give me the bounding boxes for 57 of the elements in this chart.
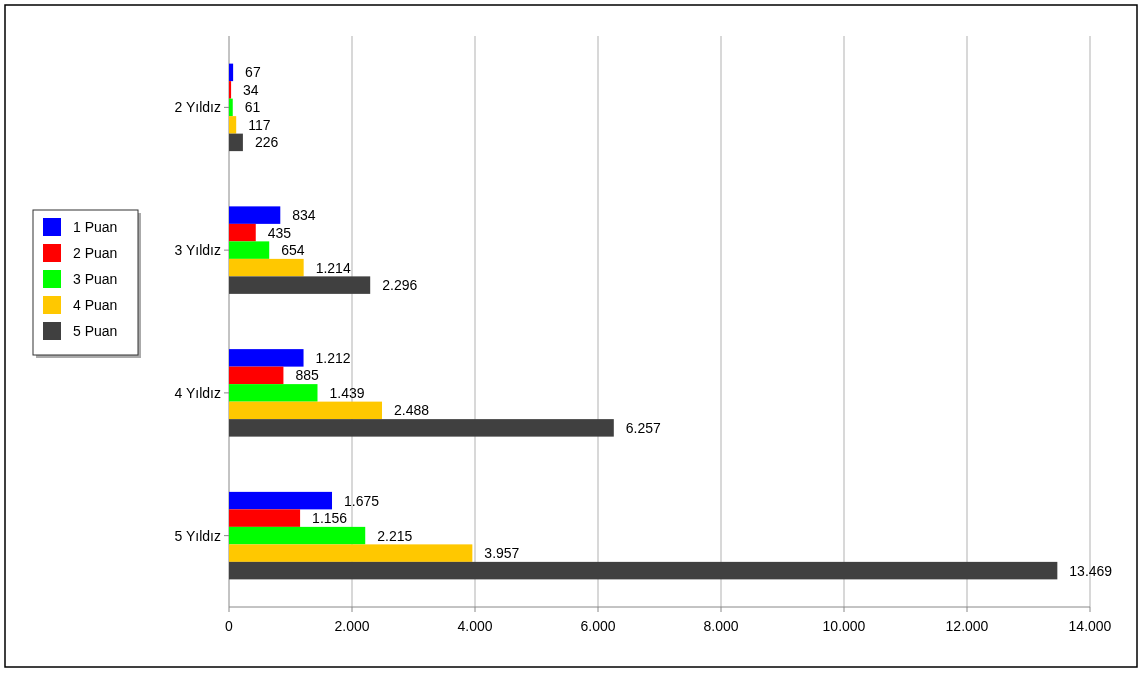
x-tick-label: 10.000 — [822, 618, 866, 634]
data-label: 1.214 — [315, 259, 351, 276]
y-tick-label: 2 Yıldız — [174, 99, 221, 116]
data-label: 67 — [245, 64, 261, 81]
bar — [229, 419, 614, 437]
bar — [229, 509, 301, 527]
bar — [229, 384, 318, 402]
bar — [229, 223, 256, 242]
x-tick-label: 6.000 — [580, 618, 616, 634]
data-label: 117 — [248, 116, 271, 133]
bar — [229, 526, 366, 545]
x-tick-label: 4.000 — [457, 618, 493, 634]
bar — [229, 401, 383, 420]
legend-label: 3 Puan — [73, 271, 118, 287]
bar — [229, 349, 304, 367]
y-tick-label: 3 Yıldız — [174, 242, 221, 259]
legend-label: 4 Puan — [73, 297, 118, 313]
data-label: 61 — [244, 99, 261, 116]
y-tick-label: 4 Yıldız — [174, 384, 221, 401]
bar — [229, 544, 473, 562]
data-label: 226 — [254, 134, 279, 151]
y-tick-label: 5 Yıldız — [174, 527, 221, 544]
x-tick-label: 14.000 — [1068, 618, 1112, 634]
bar — [229, 258, 304, 277]
data-label: 1.675 — [344, 492, 380, 509]
bar — [229, 116, 237, 134]
bar — [229, 81, 232, 99]
data-label: 654 — [281, 242, 305, 259]
bar — [229, 133, 243, 152]
data-label: 1.156 — [312, 510, 348, 527]
data-label: 435 — [267, 224, 292, 241]
bar — [229, 561, 1058, 580]
data-label: 2.296 — [382, 277, 418, 294]
data-label: 13.469 — [1069, 562, 1113, 579]
legend-label: 5 Puan — [73, 323, 118, 339]
data-label: 885 — [295, 367, 319, 384]
bar — [229, 366, 284, 385]
x-tick-label: 0 — [225, 618, 234, 634]
x-tick-label: 12.000 — [945, 618, 989, 634]
x-tick-label: 8.000 — [703, 618, 739, 634]
data-label: 34 — [243, 81, 259, 98]
bar — [229, 98, 233, 117]
bar — [229, 276, 371, 294]
data-label: 2.488 — [394, 402, 430, 419]
data-label: 2.215 — [377, 527, 413, 544]
data-label: 3.957 — [484, 545, 520, 562]
bar — [229, 241, 270, 259]
data-label: 834 — [292, 207, 316, 224]
bar — [229, 63, 234, 82]
data-label: 1.212 — [315, 349, 351, 366]
legend-label: 1 Puan — [73, 219, 118, 235]
legend-label: 2 Puan — [73, 245, 118, 261]
data-label: 6.257 — [625, 419, 662, 436]
data-label: 1.439 — [329, 384, 365, 401]
bar — [229, 206, 281, 224]
bar — [229, 491, 333, 510]
x-tick-label: 2.000 — [334, 618, 370, 634]
